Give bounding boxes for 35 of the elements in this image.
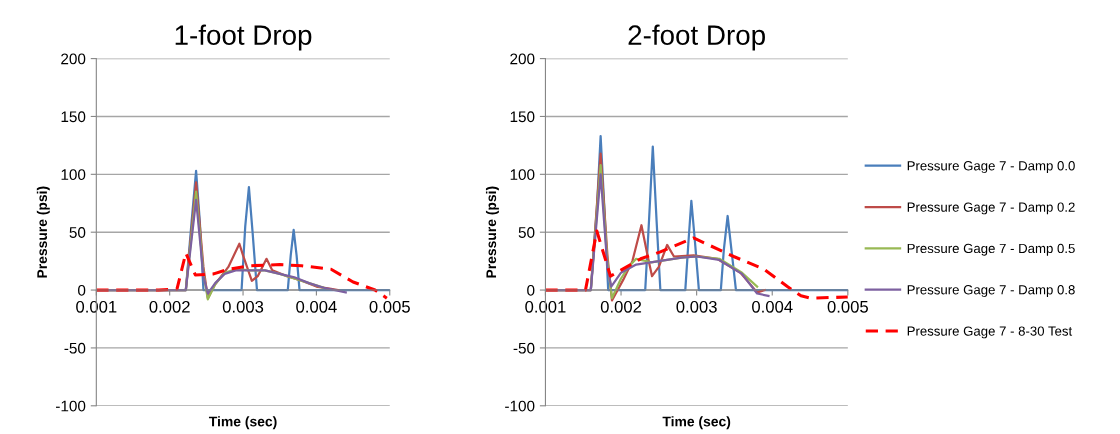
y-tick-label: 100 (61, 169, 86, 181)
y-tick-label: -100 (505, 400, 535, 412)
x-tick-label: 0.004 (752, 300, 793, 313)
y-tick-label: 200 (510, 53, 535, 65)
y-tick-label: 50 (518, 227, 535, 238)
x-tick-label: 0.002 (600, 300, 642, 313)
y-axis-title: Pressure (psi) (36, 186, 50, 278)
legend-label: Pressure Gage 7 - Damp 0.5 (907, 243, 1075, 256)
y-axis-title: Pressure (psi) (485, 186, 499, 278)
x-tick-label: 0.001 (525, 300, 566, 313)
chart-title: 1-foot Drop (175, 24, 312, 51)
y-tick-label: 0 (527, 284, 535, 296)
x-tick-label: 0.003 (222, 300, 264, 313)
chart-title: 2-foot Drop (628, 24, 765, 51)
legend-label: Pressure Gage 7 - Damp 0.0 (907, 161, 1075, 174)
x-tick-label: 0.003 (676, 300, 717, 313)
x-tick-label: 0.001 (76, 300, 117, 313)
x-axis-title: Time (sec) (662, 416, 731, 430)
x-tick-label: 0.004 (296, 300, 337, 313)
legend-label: Pressure Gage 7 - Damp 0.8 (907, 285, 1075, 298)
x-tick-label: 0.005 (369, 300, 410, 313)
y-tick-label: 150 (510, 111, 535, 123)
y-tick-label: 150 (61, 111, 86, 123)
y-tick-label: 0 (78, 284, 86, 296)
y-tick-label: 200 (61, 53, 86, 65)
legend-label: Pressure Gage 7 - 8-30 Test (907, 326, 1073, 339)
x-tick-label: 0.005 (827, 300, 868, 313)
y-tick-label: -100 (56, 400, 86, 412)
y-tick-label: 100 (510, 169, 535, 181)
legend-label: Pressure Gage 7 - Damp 0.2 (907, 202, 1075, 215)
x-tick-label: 0.002 (149, 300, 190, 313)
y-tick-label: -50 (513, 342, 535, 354)
y-tick-label: -50 (64, 342, 86, 354)
x-axis-title: Time (sec) (208, 416, 277, 430)
y-tick-label: 50 (69, 227, 86, 238)
